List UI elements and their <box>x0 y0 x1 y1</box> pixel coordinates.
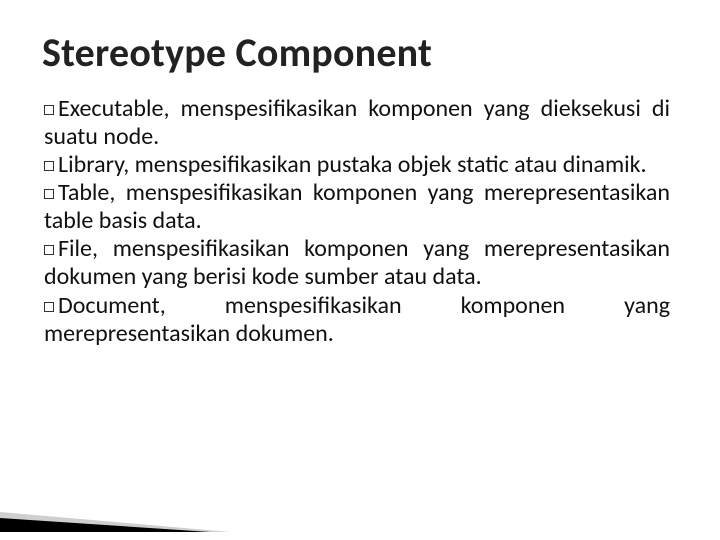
term: Document, <box>58 291 166 320</box>
term: Executable, <box>58 94 169 123</box>
description: menspesifikasikan komponen yang merepres… <box>44 234 670 291</box>
description: menspesifikasikan pustaka objek static a… <box>129 150 646 179</box>
bullet-icon <box>44 161 54 171</box>
corner-decor <box>0 490 230 532</box>
slide: Stereotype Component Executable, menspes… <box>0 0 720 540</box>
list-item: Table, menspesifikasikan komponen yang m… <box>44 179 670 235</box>
list-item: Library, menspesifikasikan pustaka objek… <box>44 151 670 179</box>
bullet-icon <box>44 245 54 255</box>
bullet-icon <box>44 189 54 199</box>
bullet-icon <box>44 105 54 115</box>
description: menspesifikasikan komponen yang merepres… <box>44 178 670 235</box>
list-item: Document, menspesifikasikan komponen yan… <box>44 292 670 348</box>
body-text: Executable, menspesifikasikan komponen y… <box>42 95 678 348</box>
bullet-icon <box>44 302 54 312</box>
term: Table, <box>58 178 115 207</box>
term: Library, <box>58 150 129 179</box>
page-title: Stereotype Component <box>42 28 678 77</box>
term: File, <box>58 234 98 263</box>
list-item: Executable, menspesifikasikan komponen y… <box>44 95 670 151</box>
list-item: File, menspesifikasikan komponen yang me… <box>44 235 670 291</box>
